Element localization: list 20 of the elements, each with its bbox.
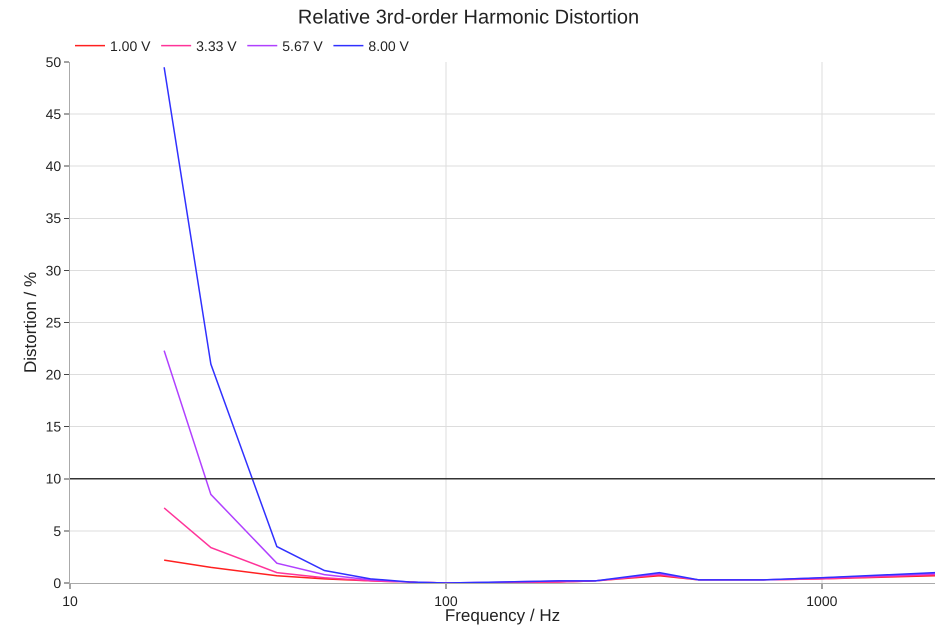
- y-tick-label: 50: [46, 54, 62, 70]
- y-tick-label: 45: [46, 106, 62, 122]
- x-tick-label: 1000: [806, 592, 838, 609]
- chart-title: Relative 3rd-order Harmonic Distortion: [298, 6, 640, 28]
- y-tick-label: 10: [46, 470, 62, 487]
- y-tick-label: 0: [53, 574, 62, 591]
- legend-label: 3.33 V: [196, 38, 238, 54]
- y-tick-label: 30: [46, 262, 62, 278]
- x-tick-label: 100: [434, 592, 458, 609]
- y-tick-label: 25: [46, 314, 62, 330]
- x-axis-title: Frequency / Hz: [444, 606, 560, 625]
- legend-label: 8.00 V: [368, 38, 410, 54]
- y-tick-label: 35: [46, 210, 62, 226]
- y-axis-title: Distortion / %: [21, 272, 40, 374]
- y-tick-label: 40: [46, 158, 62, 174]
- y-tick-label: 5: [53, 522, 62, 539]
- legend-label: 1.00 V: [110, 38, 152, 54]
- y-tick-label: 15: [46, 418, 62, 435]
- y-tick-label: 20: [46, 366, 62, 382]
- legend-label: 5.67 V: [282, 38, 324, 54]
